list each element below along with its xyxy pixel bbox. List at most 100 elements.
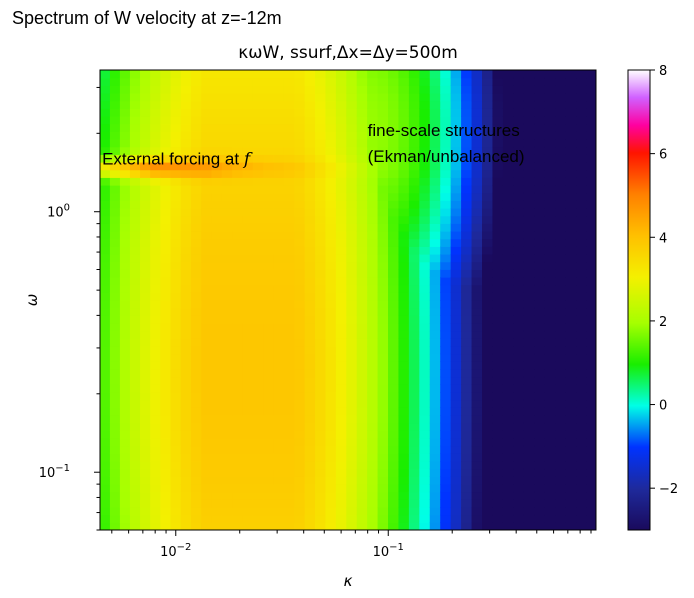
heatmap-cell [555,438,567,447]
heatmap-cell [346,254,358,263]
heatmap-cell [100,376,111,385]
heatmap-cell [283,269,295,278]
heatmap-cell [388,246,400,255]
heatmap-cell [544,376,556,385]
heatmap-cell [471,369,483,378]
heatmap-cell [356,507,368,516]
heatmap-cell [450,116,462,125]
heatmap-cell [273,476,285,485]
heatmap-cell [440,277,452,286]
heatmap-cell [555,476,567,485]
heatmap-cell [502,353,514,362]
heatmap-cell [367,192,379,201]
heatmap-cell [129,292,141,301]
heatmap-cell [160,108,172,117]
heatmap-cell [419,361,431,370]
heatmap-cell [221,499,233,508]
heatmap-cell [388,491,400,500]
heatmap-cell [129,361,141,370]
heatmap-cell [419,185,431,194]
heatmap-cell [252,514,264,523]
heatmap-cell [502,491,514,500]
heatmap-cell [170,468,182,477]
heatmap-cell [398,445,410,454]
heatmap-cell [325,399,337,408]
heatmap-cell [180,70,192,79]
heatmap-cell [170,514,182,523]
heatmap-cell [513,407,525,416]
heatmap-cell [150,491,161,500]
heatmap-cell [325,438,337,447]
heatmap-cell [242,93,254,102]
heatmap-cell [335,300,347,309]
heatmap-cell [471,430,483,439]
heatmap-cell [294,315,306,324]
heatmap-cell [367,491,379,500]
heatmap-cell [190,300,202,309]
heatmap-cell [242,169,254,178]
heatmap-cell [565,277,577,286]
heatmap-cell [325,369,337,378]
heatmap-cell [534,461,546,470]
heatmap-cell [398,346,410,355]
heatmap-cell [576,85,588,94]
heatmap-cell [263,307,275,316]
heatmap-cell [502,514,514,523]
heatmap-cell [211,192,223,201]
heatmap-cell [440,208,452,217]
heatmap-cell [576,376,588,385]
heatmap-cell [211,338,223,347]
heatmap-cell [201,162,213,171]
heatmap-cell [273,491,285,500]
heatmap-cell [283,154,295,163]
heatmap-cell [388,323,400,332]
heatmap-cell [190,445,202,454]
heatmap-cell [140,430,151,439]
heatmap-cell [419,192,431,201]
heatmap-cell [482,208,494,217]
heatmap-cell [170,430,182,439]
heatmap-cell [367,77,379,86]
heatmap-cell [346,468,358,477]
heatmap-cell [492,70,504,79]
heatmap-cell [440,246,452,255]
heatmap-cell [377,361,389,370]
heatmap-cell [482,384,494,393]
heatmap-cell [160,499,172,508]
x-tick-label: 10−2 [160,542,191,560]
heatmap-cell [170,154,182,163]
heatmap-cell [129,338,141,347]
heatmap-cell [398,323,410,332]
heatmap-cell [140,499,151,508]
heatmap-cell [190,254,202,263]
heatmap-cell [119,277,131,286]
heatmap-cell [482,200,494,209]
heatmap-cell [180,353,192,362]
heatmap-cell [461,77,473,86]
heatmap-cell [100,100,111,109]
heatmap-cell [492,415,504,424]
heatmap-cell [398,208,410,217]
heatmap-cell [180,85,192,94]
heatmap-cell [471,507,483,516]
heatmap-cell [263,231,275,240]
heatmap-cell [450,392,462,401]
heatmap-cell [576,192,588,201]
heatmap-cell [160,93,172,102]
heatmap-cell [440,361,452,370]
heatmap-cell [325,499,337,508]
heatmap-cell [160,70,172,79]
heatmap-cell [201,522,213,530]
heatmap-cell [377,415,389,424]
heatmap-cell [419,415,431,424]
heatmap-cell [160,361,172,370]
heatmap-cell [388,392,400,401]
heatmap-cell [346,139,358,148]
heatmap-cell [160,254,172,263]
heatmap-cell [221,162,233,171]
heatmap-cell [129,522,141,530]
heatmap-cell [211,407,223,416]
heatmap-cell [109,223,121,232]
heatmap-cell [232,208,244,217]
heatmap-cell [315,338,327,347]
